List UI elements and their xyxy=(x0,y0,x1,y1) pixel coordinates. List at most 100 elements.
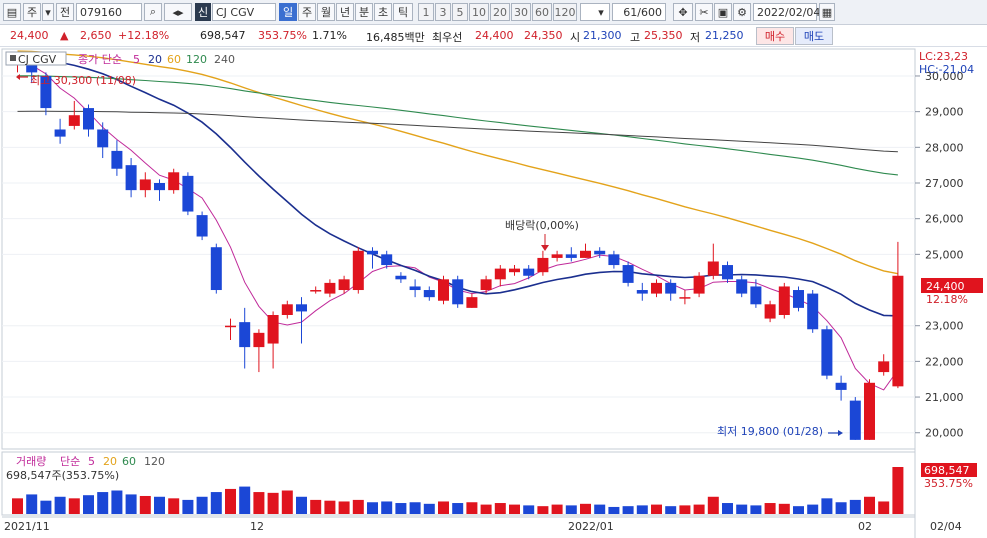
period-minute-button[interactable]: 분 xyxy=(355,3,373,21)
chevron-down-icon[interactable]: ▾ xyxy=(598,5,604,19)
toolbar: ▤ 주 ▾ 전 079160 ⌕ ◂▸ 신 CJ CGV 일 주 월 년 분 초… xyxy=(0,0,987,25)
volume-bar xyxy=(878,501,890,514)
count-field[interactable]: 61/600 xyxy=(612,3,666,21)
volume-bar xyxy=(722,503,733,514)
dividend-arrow-icon xyxy=(541,245,549,251)
interval-120-button[interactable]: 120 xyxy=(553,3,577,21)
market-selector[interactable]: 주 xyxy=(23,3,41,21)
tools-icon[interactable]: ✂ xyxy=(695,3,713,21)
volume-bar xyxy=(636,505,648,514)
best-ask: 24,400 xyxy=(475,29,514,42)
dropdown-arrow-icon[interactable]: ▾ xyxy=(42,3,54,21)
calendar-icon[interactable]: ▦ xyxy=(819,3,835,21)
crosshair-icon[interactable]: ✥ xyxy=(673,3,693,21)
date-label-2021-11: 2021/11 xyxy=(4,520,50,533)
legend-ma20: 20 xyxy=(148,53,162,66)
volume-bar xyxy=(736,504,748,514)
lc-label: LC:23,23 xyxy=(919,50,968,63)
prev-button[interactable]: 전 xyxy=(56,3,74,21)
volume-bar xyxy=(83,495,94,514)
volume-bar xyxy=(139,495,151,514)
volume-bar xyxy=(367,502,378,514)
candle-body xyxy=(622,265,634,283)
candle-body xyxy=(551,254,563,258)
buy-button[interactable]: 매수 xyxy=(756,27,794,45)
period-year-button[interactable]: 년 xyxy=(336,3,354,21)
price-tick-label: 30,000 xyxy=(925,70,964,83)
period-day-button[interactable]: 일 xyxy=(279,3,297,21)
candle-body xyxy=(722,265,733,280)
candle-body xyxy=(324,282,336,294)
chart-type-icon[interactable]: ▤ xyxy=(3,3,21,21)
price-tick-label: 28,000 xyxy=(925,141,964,154)
period-tick-button[interactable]: 틱 xyxy=(393,3,413,21)
interval-select[interactable] xyxy=(580,3,610,21)
current-price-tag xyxy=(921,278,983,293)
legend-ma5: 5 xyxy=(133,53,140,66)
low-arrowhead-icon xyxy=(838,430,843,436)
gear-icon[interactable]: ⚙ xyxy=(733,3,751,21)
date-label-02: 02 xyxy=(858,520,872,533)
legend-ma-label: 종가 단순 xyxy=(78,53,122,66)
volume-bar xyxy=(551,504,563,514)
volume-ma120: 120 xyxy=(144,455,165,468)
candle-body xyxy=(480,279,492,291)
sound-icon[interactable]: ◂▸ xyxy=(164,3,192,21)
volume-bar xyxy=(40,500,52,514)
candle-body xyxy=(807,293,819,330)
candle-body xyxy=(97,129,109,148)
volume-bar xyxy=(452,503,464,514)
legend-ma240: 240 xyxy=(214,53,235,66)
candle-body xyxy=(296,304,307,312)
sell-button[interactable]: 매도 xyxy=(795,27,833,45)
candle-body xyxy=(835,382,847,390)
interval-60-button[interactable]: 60 xyxy=(532,3,552,21)
change: 2,650 xyxy=(80,29,112,42)
volume-bar xyxy=(707,496,719,514)
candle-body xyxy=(750,286,762,305)
search-icon[interactable]: ⌕ xyxy=(144,3,162,21)
save-icon[interactable]: ▣ xyxy=(714,3,732,21)
date-field[interactable]: 2022/02/04 xyxy=(753,3,820,21)
volume-bar xyxy=(154,496,165,514)
volume-bar xyxy=(807,504,819,514)
period-week-button[interactable]: 주 xyxy=(298,3,316,21)
volume-bar xyxy=(296,496,307,514)
stock-code-input[interactable]: 079160 xyxy=(76,3,142,21)
price-chart[interactable]: 30,000 29,000 28,000 27,000 26,000 25,000 23,0… xyxy=(0,47,987,538)
candle-body xyxy=(267,315,279,344)
candle-body xyxy=(736,279,748,294)
candle-body xyxy=(310,290,322,292)
interval-3-button[interactable]: 3 xyxy=(435,3,451,21)
candle-body xyxy=(636,290,648,294)
interval-1-button[interactable]: 1 xyxy=(418,3,434,21)
candle-body xyxy=(693,275,705,294)
volume-bar xyxy=(68,498,80,514)
period-month-button[interactable]: 월 xyxy=(317,3,335,21)
high-label: 고 xyxy=(630,31,641,44)
volume-label: 거래량 xyxy=(16,455,46,468)
volume-ma5: 5 xyxy=(88,455,95,468)
interval-20-button[interactable]: 20 xyxy=(490,3,510,21)
volume-bar xyxy=(168,498,180,514)
volume-ma20: 20 xyxy=(103,455,117,468)
interval-30-button[interactable]: 30 xyxy=(511,3,531,21)
volume-bar xyxy=(565,505,577,514)
candle-body xyxy=(210,247,222,291)
candle-body xyxy=(125,165,137,191)
interval-10-button[interactable]: 10 xyxy=(469,3,489,21)
volume-bar xyxy=(409,502,421,514)
volume-bar xyxy=(892,467,904,514)
period-second-button[interactable]: 초 xyxy=(374,3,392,21)
volume-bar xyxy=(821,498,833,514)
candle-body xyxy=(253,332,265,348)
stock-name-field[interactable]: CJ CGV xyxy=(212,3,276,21)
volume-bar xyxy=(125,494,137,514)
candle-body xyxy=(83,108,94,130)
volume-bar xyxy=(764,503,776,514)
volume-bar xyxy=(239,486,251,514)
interval-5-button[interactable]: 5 xyxy=(452,3,468,21)
volume-bar xyxy=(26,494,38,514)
volume-bar xyxy=(594,504,606,514)
volume-ma-label: 단순 xyxy=(60,455,80,468)
